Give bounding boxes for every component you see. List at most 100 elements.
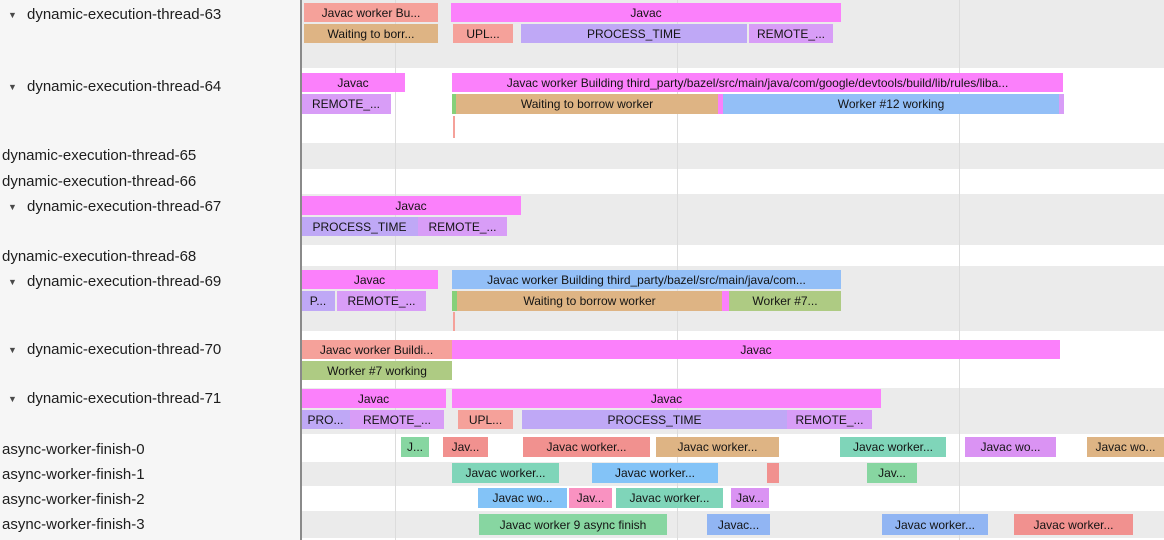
trace-event-bar[interactable]: REMOTE_... xyxy=(337,291,426,311)
trace-event-bar[interactable]: REMOTE_... xyxy=(350,410,444,429)
trace-event-bar[interactable]: Javac xyxy=(451,3,841,22)
trace-event-bar[interactable]: REMOTE_... xyxy=(787,410,872,429)
trace-event-label: REMOTE_... xyxy=(428,219,497,234)
trace-event-label: UPL... xyxy=(468,412,503,427)
trace-event-bar[interactable]: Javac worker Buildi... xyxy=(301,340,452,359)
trace-event-bar[interactable]: Javac xyxy=(301,389,446,408)
trace-event-bar[interactable]: Javac worker... xyxy=(616,488,723,508)
track-name-label: dynamic-execution-thread-65 xyxy=(2,147,197,164)
trace-event-bar[interactable]: Waiting to borrow worker xyxy=(456,94,718,114)
track-name-label: async-worker-finish-1 xyxy=(2,466,145,483)
track-label-row[interactable]: ▼ dynamic-execution-thread-71 xyxy=(0,389,300,408)
trace-event-bar[interactable]: Waiting to borrow worker xyxy=(457,291,722,311)
trace-event-label: Jav... xyxy=(576,491,605,505)
track-name-label: dynamic-execution-thread-68 xyxy=(2,248,197,265)
trace-event-bar[interactable]: Javac... xyxy=(707,514,770,535)
track-name-label: dynamic-execution-thread-67 xyxy=(27,198,222,215)
trace-event-label: Javac worker... xyxy=(465,466,546,480)
trace-event-bar[interactable]: P... xyxy=(301,291,335,311)
trace-event-bar[interactable]: UPL... xyxy=(458,410,513,429)
timeline-canvas[interactable]: Javac worker Bu... Javac Waiting to borr..… xyxy=(301,0,1164,540)
trace-event-label: Javac wo... xyxy=(492,491,553,505)
trace-event-label: PRO... xyxy=(307,412,344,427)
trace-event-bar[interactable] xyxy=(1059,94,1064,114)
trace-event-bar[interactable]: Javac wo... xyxy=(1087,437,1164,457)
track-label-row[interactable]: async-worker-finish-1 xyxy=(0,465,302,484)
trace-event-label: Javac xyxy=(357,391,390,406)
track-label-row[interactable]: ▼ dynamic-execution-thread-64 xyxy=(0,77,300,96)
track-name-label: async-worker-finish-3 xyxy=(2,516,145,533)
track-label-row[interactable]: dynamic-execution-thread-65 xyxy=(0,146,302,165)
trace-event-bar[interactable]: Javac worker... xyxy=(523,437,650,457)
trace-event-label: PROCESS_TIME xyxy=(586,26,682,41)
trace-event-label: Javac worker 9 async finish xyxy=(499,517,647,532)
track-label-row[interactable]: ▼ dynamic-execution-thread-63 xyxy=(0,5,300,24)
trace-event-bar[interactable] xyxy=(722,291,729,311)
track-label-row[interactable]: async-worker-finish-2 xyxy=(0,490,302,509)
trace-event-label: Javac xyxy=(630,5,662,20)
trace-event-bar[interactable]: Javac xyxy=(452,389,881,408)
collapse-arrow-icon: ▼ xyxy=(8,276,17,287)
trace-event-bar[interactable]: REMOTE_... xyxy=(301,94,391,114)
track-label-row[interactable]: dynamic-execution-thread-68 xyxy=(0,247,302,266)
trace-event-bar[interactable]: Javac worker... xyxy=(840,437,946,457)
trace-event-bar[interactable]: Javac worker... xyxy=(452,463,559,483)
trace-event-bar[interactable] xyxy=(718,94,723,114)
trace-event-bar[interactable]: Javac worker Building third_party/bazel/… xyxy=(452,270,841,289)
track-label-row[interactable]: async-worker-finish-3 xyxy=(0,515,302,534)
trace-event-bar[interactable]: PRO... xyxy=(301,410,350,429)
trace-event-bar[interactable]: PROCESS_TIME xyxy=(521,24,747,43)
trace-event-label: Javac worker... xyxy=(677,440,758,454)
trace-event-bar[interactable]: Jav... xyxy=(443,437,488,457)
trace-event-bar[interactable]: Javac xyxy=(301,270,438,289)
trace-event-label: Javac worker... xyxy=(894,517,976,532)
trace-event-bar[interactable]: Javac wo... xyxy=(965,437,1056,457)
trace-event-bar[interactable]: Worker #7... xyxy=(729,291,841,311)
trace-event-label: Javac worker... xyxy=(546,440,627,454)
trace-event-bar[interactable]: J... xyxy=(401,437,429,457)
trace-event-bar[interactable]: REMOTE_... xyxy=(418,217,507,236)
trace-event-bar[interactable]: Worker #12 working xyxy=(723,94,1059,114)
time-gridline xyxy=(959,0,960,540)
trace-event-bar[interactable]: Jav... xyxy=(867,463,917,483)
trace-event-bar[interactable] xyxy=(452,94,456,114)
trace-event-bar[interactable]: Javac xyxy=(301,73,405,92)
trace-event-bar[interactable]: Javac worker... xyxy=(1014,514,1133,535)
track-label-row[interactable]: ▼ dynamic-execution-thread-70 xyxy=(0,340,300,359)
trace-event-bar[interactable]: Javac worker 9 async finish xyxy=(479,514,667,535)
track-label-row[interactable]: ▼ dynamic-execution-thread-67 xyxy=(0,197,300,216)
trace-event-bar[interactable]: Javac xyxy=(452,340,1060,359)
trace-event-bar[interactable]: Javac worker... xyxy=(882,514,988,535)
track-name-label: dynamic-execution-thread-69 xyxy=(27,273,222,290)
trace-event-label: Javac... xyxy=(717,517,760,532)
trace-event-label: REMOTE_... xyxy=(756,26,825,41)
trace-event-bar[interactable] xyxy=(767,463,779,483)
trace-event-bar[interactable]: Javac wo... xyxy=(478,488,567,508)
trace-event-bar[interactable]: PROCESS_TIME xyxy=(522,410,787,429)
trace-event-bar[interactable]: UPL... xyxy=(453,24,513,43)
trace-event-bar[interactable]: Javac worker Bu... xyxy=(304,3,438,22)
trace-event-label: Javac wo... xyxy=(980,440,1041,454)
trace-event-bar[interactable] xyxy=(452,291,457,311)
track-label-row[interactable]: dynamic-execution-thread-66 xyxy=(0,172,302,191)
trace-event-bar[interactable]: Javac xyxy=(301,196,521,215)
track-label-row[interactable]: ▼ dynamic-execution-thread-69 xyxy=(0,272,300,291)
trace-event-bar[interactable]: Jav... xyxy=(569,488,612,508)
trace-event-bar[interactable]: Javac worker... xyxy=(656,437,779,457)
trace-event-label: Javac worker... xyxy=(1033,517,1114,532)
trace-event-bar[interactable]: Worker #7 working xyxy=(302,361,452,380)
trace-event-label: Javac worker... xyxy=(614,466,696,480)
trace-event-bar[interactable]: REMOTE_... xyxy=(749,24,833,43)
trace-event-bar[interactable]: Javac worker... xyxy=(592,463,718,483)
trace-event-label: Javac xyxy=(395,198,427,213)
track-label-row[interactable]: async-worker-finish-0 xyxy=(0,440,302,459)
trace-event-bar[interactable]: Waiting to borr... xyxy=(304,24,438,43)
trace-event-bar[interactable]: PROCESS_TIME xyxy=(301,217,418,236)
flow-tick xyxy=(453,312,455,331)
trace-event-label: REMOTE_... xyxy=(347,294,416,308)
trace-event-bar[interactable]: Javac worker Building third_party/bazel/… xyxy=(452,73,1063,92)
trace-event-label: Worker #7 working xyxy=(327,363,427,378)
trace-event-bar[interactable]: Jav... xyxy=(731,488,769,508)
trace-event-label: Jav... xyxy=(878,466,906,480)
trace-event-label: Javac worker Buildi... xyxy=(319,342,434,357)
